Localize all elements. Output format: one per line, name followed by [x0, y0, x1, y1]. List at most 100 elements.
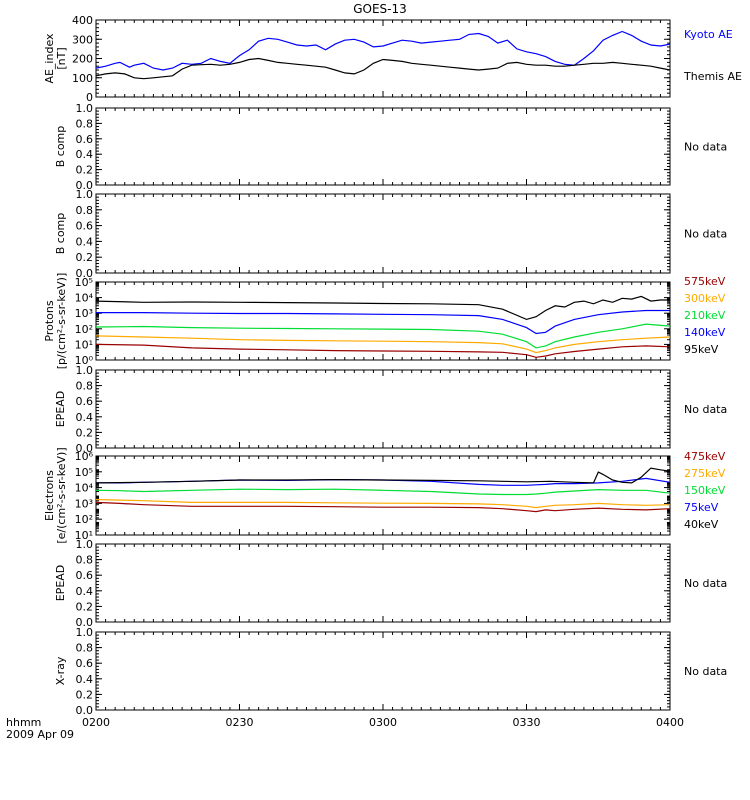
legend-item: 140keV	[684, 326, 726, 339]
panel-1: 0 100 200 300 400 AE_index [nT] Kyoto AE Themis …	[43, 14, 742, 104]
legend-item: 150keV	[684, 484, 726, 497]
chart-title: GOES-13	[353, 2, 407, 16]
time-label: hhmm	[6, 716, 41, 729]
y-axis-label: Protons	[43, 300, 56, 341]
y-tick-label: 0.4	[76, 673, 94, 686]
y-axis-label: B comp	[54, 213, 67, 255]
panel-4: 10⁰ 10¹ 10² 10³ 10⁴ 10⁵ Protons [p/(cm²-s-sr-ke…	[43, 273, 726, 370]
y-tick-label: 10¹	[75, 338, 93, 351]
y-tick-label: 0.8	[76, 554, 94, 567]
y-tick-label: 0.4	[76, 148, 94, 161]
panel-frame	[95, 369, 671, 449]
x-tick-label: 0230	[226, 716, 254, 729]
y-tick-label: 0.6	[76, 220, 94, 233]
y-tick-label: 0.6	[76, 657, 94, 670]
y-tick-label: 0.6	[76, 395, 94, 408]
y-tick-label: 10³	[75, 307, 93, 320]
y-tick-label: 0.0	[76, 704, 94, 717]
no-data-label: No data	[684, 577, 727, 590]
panel-6: 10¹ 10² 10³ 10⁴ 10⁵ 10⁶ Electrons [e/(cm²-s-sr-…	[43, 447, 726, 543]
no-data-label: No data	[684, 228, 727, 241]
y-tick-label: 0.8	[76, 642, 94, 655]
panel-8: 0.0 0.2 0.4 0.6 0.8 1.0 X-ray No data	[54, 626, 727, 717]
y-tick-label: 1.0	[76, 364, 94, 377]
x-tick-label: 0300	[369, 716, 397, 729]
series-line-210kev	[95, 323, 671, 349]
no-data-label: No data	[684, 403, 727, 416]
y-tick-label: 0.8	[76, 117, 94, 130]
series-line-95kev	[95, 295, 670, 321]
y-tick-label: 1.0	[76, 626, 94, 639]
panel-5: 0.0 0.2 0.4 0.6 0.8 1.0 EPEAD No data	[54, 364, 727, 455]
y-tick-label: 0.0	[76, 179, 94, 192]
legend-item: 75keV	[684, 501, 719, 514]
y-tick-label: 10³	[75, 497, 93, 510]
panel-frame	[95, 281, 671, 361]
y-tick-label: 10⁰	[75, 354, 94, 367]
y-tick-label: 300	[72, 33, 93, 46]
panel-2: 0.0 0.2 0.4 0.6 0.8 1.0 B comp No data	[54, 102, 727, 192]
panel-frame	[95, 107, 671, 186]
y-tick-label: 0.2	[76, 426, 94, 439]
y-axis-label: AE_index	[43, 33, 56, 84]
y-tick-label: 0	[86, 91, 93, 104]
legend-item: Themis AE	[683, 70, 742, 83]
legend-item: 210keV	[684, 309, 726, 322]
y-axis-label: [p/(cm²-s-sr-keV)]	[55, 273, 68, 370]
y-axis-label: B comp	[54, 126, 67, 168]
legend-item: 95keV	[684, 343, 719, 356]
no-data-label: No data	[684, 665, 727, 678]
y-axis-label: EPEAD	[54, 391, 67, 428]
series-line-40kev	[95, 467, 671, 484]
y-tick-label: 0.0	[76, 442, 94, 455]
panel-3: 0.0 0.2 0.4 0.6 0.8 1.0 B comp No data	[54, 188, 727, 280]
y-tick-label: 1.0	[76, 102, 94, 115]
x-tick-label: 0200	[82, 716, 110, 729]
y-tick-label: 0.4	[76, 585, 94, 598]
y-tick-label: 10⁴	[75, 292, 94, 305]
series-line-150kev	[95, 488, 671, 496]
y-tick-label: 10²	[75, 513, 93, 526]
y-tick-label: 10¹	[75, 529, 93, 542]
series-line-475kev	[95, 501, 671, 513]
y-tick-label: 0.8	[76, 204, 94, 217]
y-tick-label: 10⁶	[75, 450, 94, 463]
series-line-140kev	[96, 309, 670, 335]
y-tick-label: 0.0	[76, 616, 94, 629]
legend-item: Kyoto AE	[684, 28, 733, 41]
y-tick-label: 0.0	[76, 267, 94, 280]
y-tick-label: 0.8	[76, 380, 94, 393]
y-tick-label: 0.4	[76, 411, 94, 424]
legend-item: 275keV	[684, 467, 726, 480]
x-tick-label: 0400	[656, 716, 684, 729]
series-line-300kev	[95, 335, 671, 354]
y-axis-label: X-ray	[54, 656, 67, 685]
y-tick-label: 0.6	[76, 133, 94, 146]
y-tick-label: 1.0	[76, 538, 94, 551]
y-tick-label: 10⁴	[75, 482, 94, 495]
y-tick-label: 0.2	[76, 688, 94, 701]
y-tick-label: 1.0	[76, 188, 94, 201]
legend-item: 575keV	[684, 275, 726, 288]
y-axis-label: [nT]	[55, 47, 68, 69]
y-tick-label: 100	[72, 72, 93, 85]
y-tick-label: 10²	[75, 323, 93, 336]
no-data-label: No data	[684, 141, 727, 154]
series-line-275kev	[95, 498, 671, 509]
panel-7: 0.0 0.2 0.4 0.6 0.8 1.0 EPEAD No data	[54, 538, 727, 629]
y-tick-label: 0.2	[76, 164, 94, 177]
panel-frame	[95, 631, 671, 711]
legend-item: 475keV	[684, 450, 726, 463]
y-axis-label: Electrons	[43, 470, 56, 521]
legend-item: 40keV	[684, 518, 719, 531]
series-line-themis-ae	[95, 57, 671, 80]
panel-frame	[95, 193, 671, 274]
y-tick-label: 10⁵	[75, 466, 93, 479]
y-axis-label: EPEAD	[54, 565, 67, 602]
x-tick-label: 0330	[513, 716, 541, 729]
y-tick-label: 0.2	[76, 251, 94, 264]
panel-frame	[95, 455, 671, 536]
legend-item: 300keV	[684, 292, 726, 305]
y-axis-label: [e/(cm²-s-sr-keV)]	[55, 447, 68, 543]
date-label: 2009 Apr 09	[6, 728, 74, 741]
